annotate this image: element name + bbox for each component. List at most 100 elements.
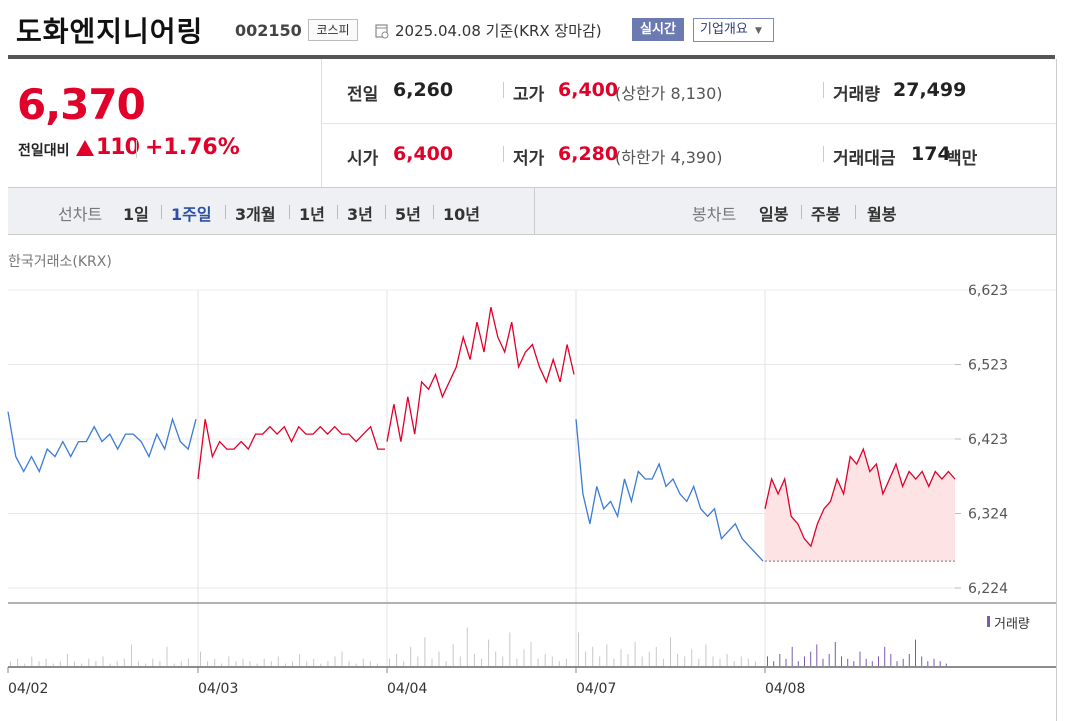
period-5y[interactable]: 5년 <box>395 205 421 224</box>
x-tick-label: 04/08 <box>765 681 805 697</box>
diff-percent: +1.76% <box>145 135 240 160</box>
volume-bar <box>754 661 756 666</box>
exchange-label: 한국거래소(KRX) <box>8 254 112 270</box>
x-tick-label: 04/04 <box>387 681 427 697</box>
volume-bar <box>466 627 468 666</box>
line-chart-label: 선차트 <box>58 205 103 224</box>
volume-bar <box>249 661 251 666</box>
x-tick-label: 04/02 <box>8 681 48 697</box>
current-price: 6,370 <box>17 80 146 129</box>
upper-limit: (상한가 8,130) <box>615 84 723 103</box>
period-1d[interactable]: 1일 <box>123 205 149 224</box>
market-badge: 코스피 <box>308 19 358 41</box>
volume-bar <box>921 656 923 666</box>
volume-bar <box>785 658 787 666</box>
y-tick-label: 6,324 <box>968 507 1008 523</box>
volume-bar <box>773 661 775 666</box>
candle-monthly[interactable]: 월봉 <box>867 205 897 224</box>
volume-bar <box>822 658 824 666</box>
volume-bar <box>865 658 867 666</box>
volume-bar <box>24 663 26 666</box>
volume-bar <box>66 654 68 666</box>
volume-bar <box>537 658 539 666</box>
volume-bar <box>495 651 497 666</box>
candle-chart-label: 봉차트 <box>692 205 737 224</box>
prev-close-label: 전일 <box>347 85 379 105</box>
volume-bar <box>362 658 364 666</box>
volume-bar <box>31 656 33 666</box>
volume-bar <box>235 661 237 666</box>
period-10y[interactable]: 10년 <box>443 205 480 224</box>
separator <box>161 205 162 219</box>
company-overview-button[interactable]: 기업개요 ▼ <box>693 18 774 42</box>
volume-bar <box>131 644 132 666</box>
volume-bar <box>816 644 818 666</box>
top-divider <box>8 55 1055 59</box>
volume-bar <box>705 644 707 666</box>
y-tick-label: 6,224 <box>968 581 1008 597</box>
candle-daily[interactable]: 일봉 <box>759 205 789 224</box>
separator <box>823 146 824 162</box>
volume-bar <box>804 656 805 666</box>
period-1w[interactable]: 1주일 <box>171 205 212 224</box>
low-label: 저가 <box>513 149 545 169</box>
volume-bar <box>45 658 47 666</box>
diff-label: 전일대비 <box>18 143 70 159</box>
realtime-button[interactable]: 실시간 <box>632 18 684 41</box>
volume-bar <box>726 654 728 666</box>
area-fill <box>765 449 955 562</box>
diff-value: 110 <box>96 135 140 160</box>
y-tick-label: 6,523 <box>968 358 1008 374</box>
volume-bar <box>592 646 594 666</box>
period-1y[interactable]: 1년 <box>299 205 325 224</box>
volume-bar <box>270 661 272 666</box>
low-value: 6,280 <box>558 143 619 165</box>
diff-separator <box>136 140 137 158</box>
volume-bar <box>403 661 405 666</box>
price-line-04-03 <box>197 419 385 480</box>
volume-bar <box>445 661 447 666</box>
period-3y[interactable]: 3년 <box>347 205 373 224</box>
x-tick-label: 04/03 <box>198 681 238 697</box>
volume-bar <box>847 658 849 666</box>
volume-bar <box>662 658 664 666</box>
volume-bar <box>74 661 75 666</box>
volume-bar <box>242 658 244 666</box>
separator <box>503 82 504 98</box>
volume-bar <box>902 658 904 666</box>
volume-bar <box>187 658 189 666</box>
volume-bar <box>473 654 475 666</box>
y-tick-label: 6,423 <box>968 432 1008 448</box>
period-3m[interactable]: 3개월 <box>235 205 276 224</box>
volume-bar <box>214 658 216 666</box>
volume-bar <box>159 661 161 666</box>
volume-bar <box>263 658 265 666</box>
volume-legend-swatch <box>987 616 990 627</box>
volume-bar <box>634 642 636 666</box>
volume-bar <box>684 656 686 666</box>
volume-bar <box>438 651 440 666</box>
volume-bar <box>299 654 301 666</box>
volume-bar <box>256 663 258 666</box>
volume-bar <box>834 642 836 666</box>
volume-bar <box>277 656 279 666</box>
volume-bar <box>410 646 412 666</box>
stock-code: 002150 <box>235 21 302 40</box>
candle-weekly[interactable]: 주봉 <box>811 205 841 224</box>
volume-bar <box>810 651 812 666</box>
volume-bar <box>320 663 322 666</box>
volume-bar <box>551 656 553 666</box>
volume-bar <box>327 661 329 666</box>
separator <box>289 205 290 219</box>
volume-bar <box>10 661 11 666</box>
volume-bar <box>779 654 781 666</box>
volume-bar <box>424 637 426 666</box>
separator <box>337 205 338 219</box>
price-line-04-04 <box>386 307 575 442</box>
separator <box>385 205 386 219</box>
volume-bar <box>927 661 929 666</box>
volume-bar <box>606 644 608 666</box>
volume-bar <box>871 661 873 666</box>
separator <box>823 82 824 98</box>
